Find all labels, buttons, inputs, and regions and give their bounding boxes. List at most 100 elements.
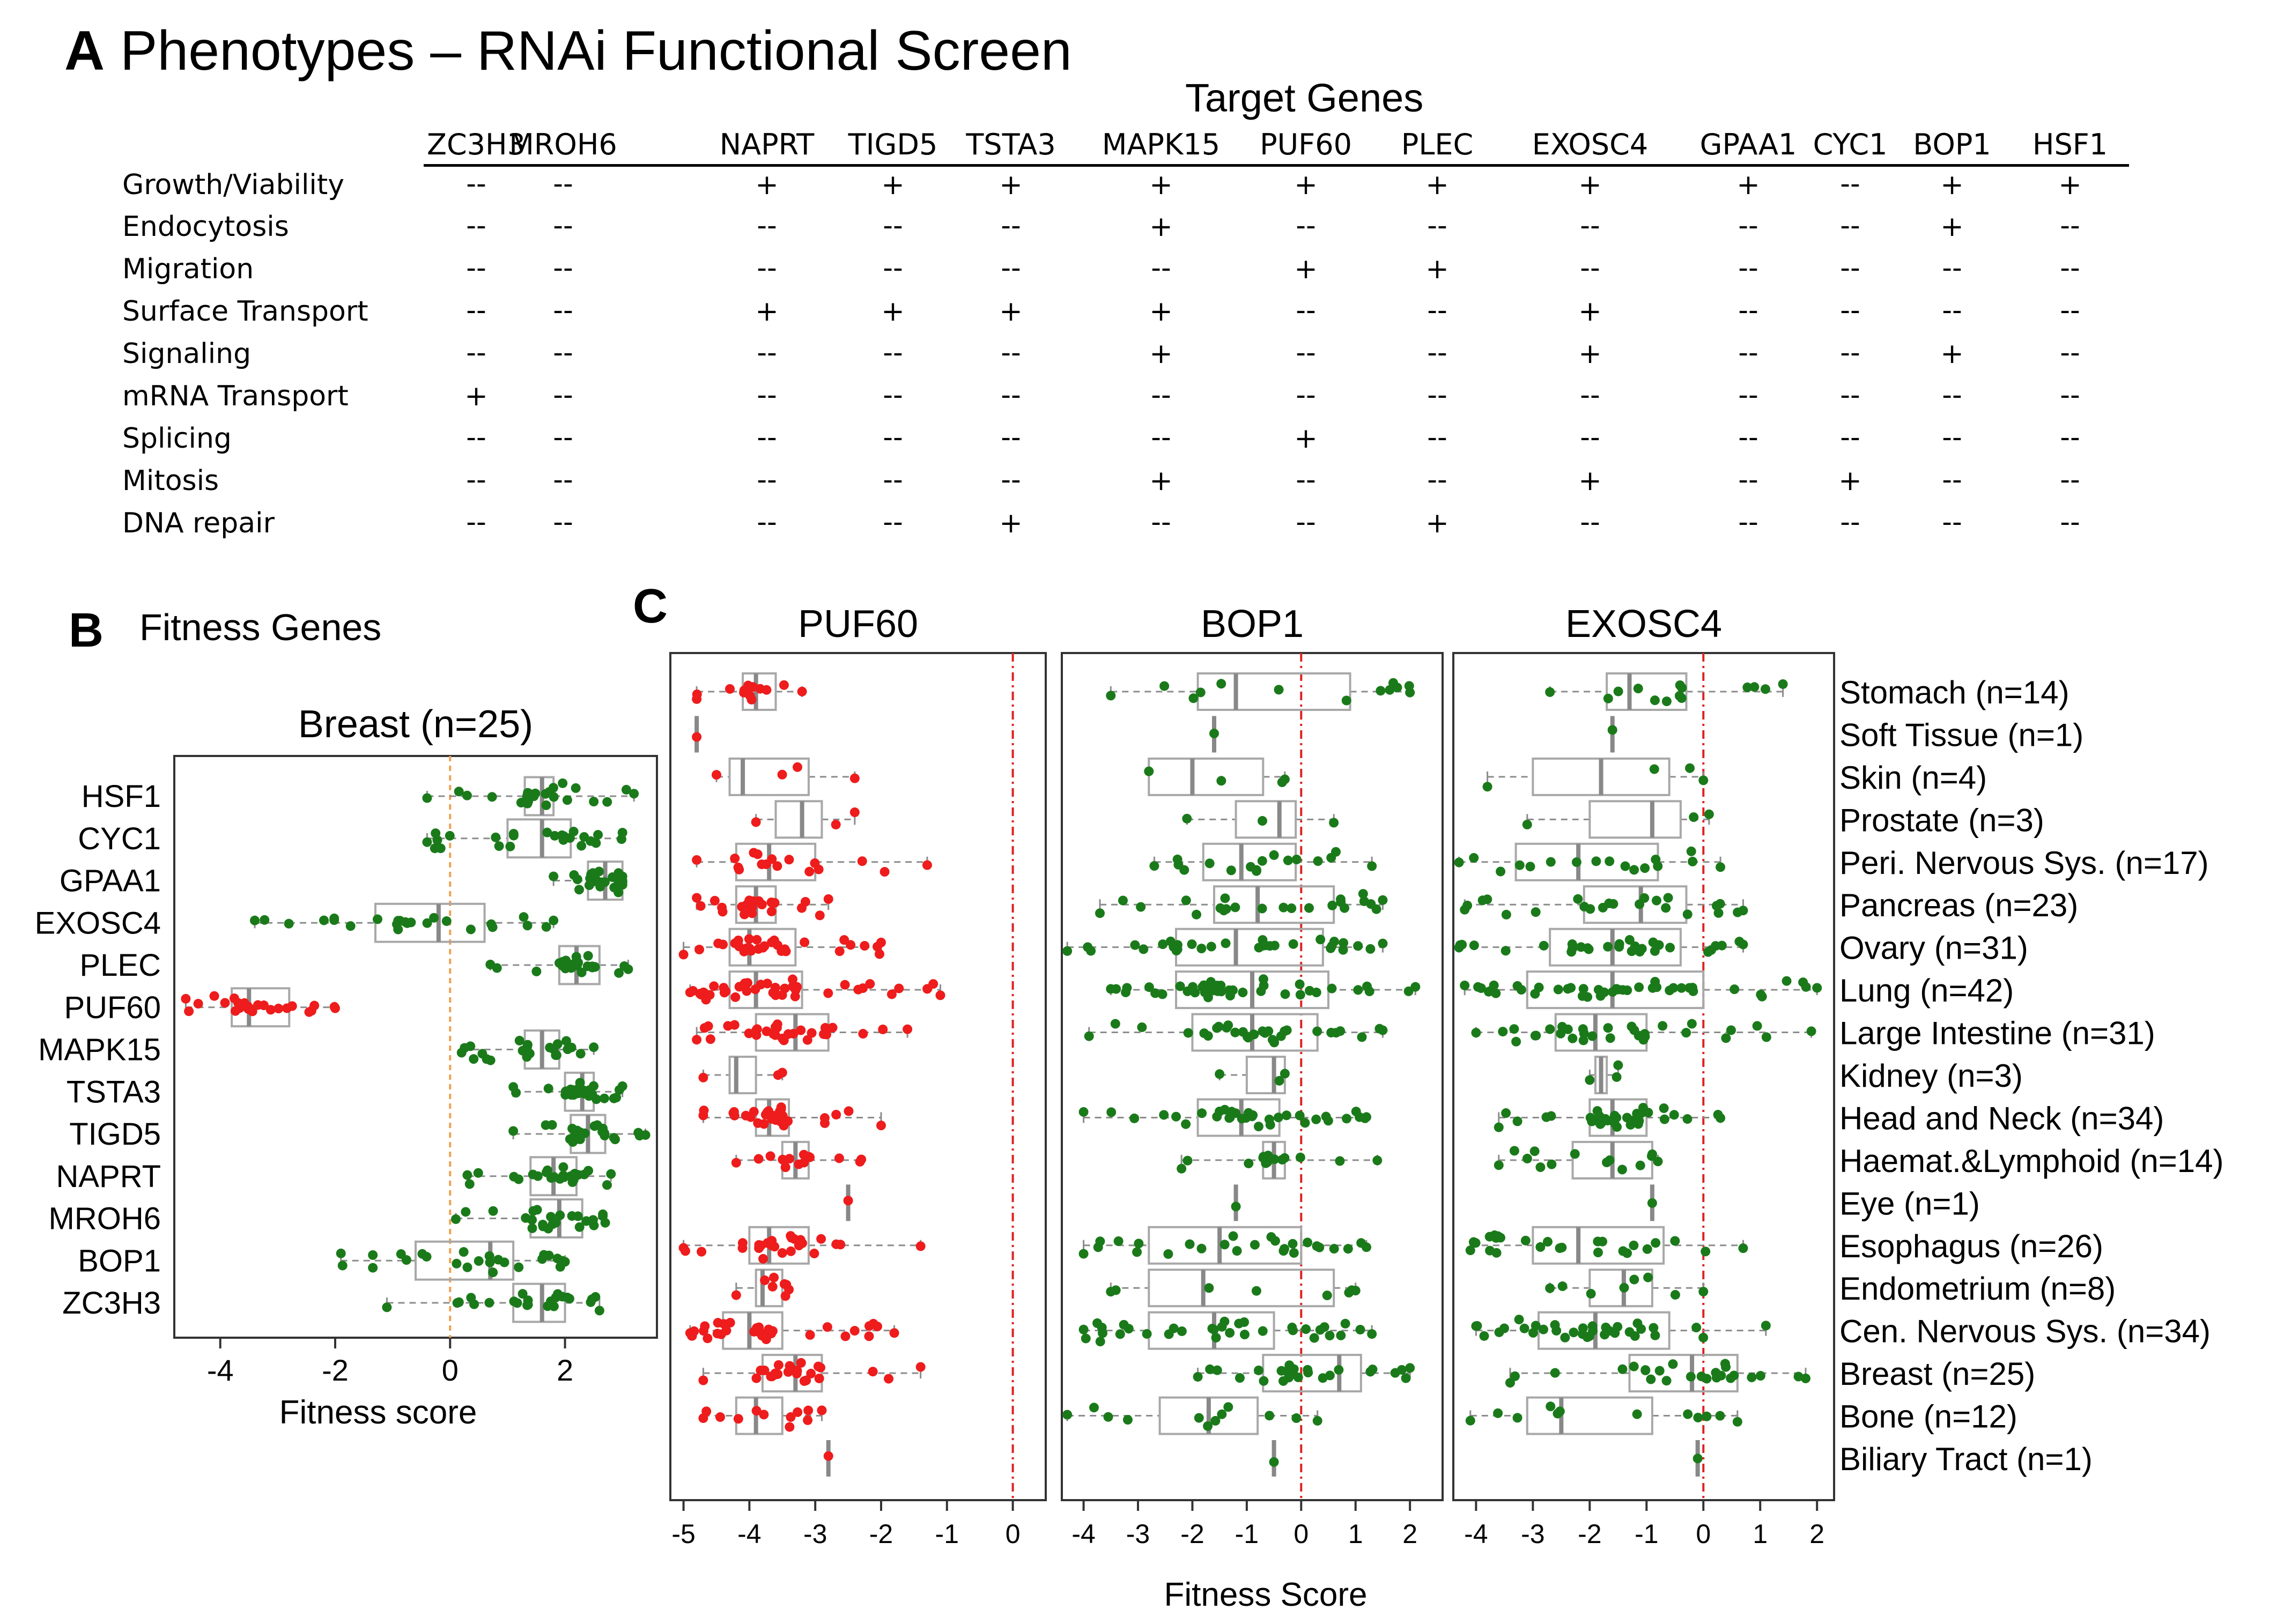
phenotype-cell: -- (1427, 210, 1447, 242)
data-point (1551, 1325, 1562, 1336)
data-point (695, 989, 705, 999)
data-point (1277, 777, 1287, 788)
data-point (452, 1258, 462, 1269)
box (1202, 842, 1297, 881)
data-point (1568, 1033, 1578, 1043)
data-point (1220, 1316, 1230, 1326)
data-point (1295, 1152, 1305, 1162)
data-point (1284, 1360, 1295, 1370)
data-point (889, 1328, 899, 1338)
data-point (1130, 940, 1140, 950)
data-point (771, 1115, 781, 1125)
data-point (1630, 1331, 1640, 1341)
data-point (772, 861, 782, 871)
phenotype-cell: -- (1151, 506, 1171, 538)
data-point (541, 1120, 551, 1130)
data-point (1267, 1035, 1277, 1045)
data-point (551, 1050, 561, 1061)
data-point (1509, 1024, 1519, 1034)
data-point (1688, 856, 1698, 866)
data-point (1692, 1454, 1703, 1464)
data-point (1220, 893, 1230, 903)
data-point (1721, 1033, 1731, 1043)
phenotype-cell: -- (1738, 379, 1758, 411)
gene-header-tigd5: TIGD5 (848, 128, 938, 161)
data-point (559, 831, 569, 841)
data-point (1273, 1113, 1283, 1123)
data-point (1288, 939, 1298, 949)
phenotype-cell: -- (1427, 379, 1447, 411)
data-point (823, 894, 833, 904)
box (1537, 1311, 1671, 1350)
data-point (1520, 1235, 1531, 1245)
phenotype-cell: + (999, 169, 1023, 201)
data-point (560, 963, 571, 974)
data-point (858, 1029, 868, 1039)
data-point (703, 1021, 713, 1031)
data-point (577, 841, 587, 851)
data-point (543, 1084, 553, 1094)
data-point (770, 1242, 780, 1252)
phenotype-cell: -- (466, 210, 486, 242)
data-point (563, 1044, 573, 1055)
phenotype-cell: -- (1840, 421, 1860, 454)
data-point (1269, 940, 1280, 951)
phenotype-cell: + (1578, 338, 1602, 370)
data-point (1199, 980, 1209, 990)
data-point (785, 1422, 795, 1432)
data-point (1686, 846, 1696, 856)
panel-c-x-axis-title: Fitness Score (1164, 1576, 1367, 1613)
data-point (1726, 1373, 1736, 1383)
data-point (751, 1406, 762, 1416)
data-point (1401, 1373, 1411, 1383)
data-point (1726, 1025, 1736, 1035)
data-point (1276, 1366, 1287, 1376)
data-point (1150, 988, 1161, 998)
data-point (1374, 1024, 1385, 1034)
data-point (786, 1412, 796, 1422)
data-point (465, 924, 476, 935)
phenotype-cell: -- (2060, 464, 2080, 496)
data-point (1124, 1324, 1134, 1334)
data-point (1209, 729, 1219, 739)
data-point (508, 1126, 519, 1136)
data-point (1675, 680, 1685, 691)
data-point (589, 797, 599, 807)
data-point (1259, 1376, 1269, 1386)
data-point (1405, 1363, 1415, 1373)
data-point (696, 901, 706, 911)
data-point (1329, 1244, 1339, 1254)
data-point (406, 917, 416, 928)
data-point (1514, 860, 1525, 870)
data-point (1635, 899, 1645, 909)
data-point (1367, 861, 1377, 871)
data-point (1493, 1408, 1503, 1418)
data-point (840, 980, 850, 990)
data-point (1468, 1237, 1479, 1247)
data-point (1270, 1236, 1280, 1246)
phenotype-cell: -- (1840, 252, 1860, 284)
data-point (1676, 983, 1687, 993)
data-point (1312, 1241, 1322, 1251)
x-tick-label: -2 (1180, 1519, 1204, 1549)
phenotype-cell: -- (757, 210, 777, 242)
data-point (1579, 1028, 1589, 1039)
data-point (1499, 1323, 1509, 1333)
data-point (1311, 988, 1321, 998)
data-point (1720, 1359, 1730, 1369)
x-tick-label: -2 (869, 1519, 893, 1549)
data-point (874, 949, 884, 959)
data-point (793, 1407, 803, 1417)
data-point (692, 893, 702, 903)
data-point (469, 1054, 479, 1064)
data-point (445, 830, 455, 841)
phenotype-cell: -- (1738, 337, 1758, 369)
phenotype-cell: + (1294, 169, 1318, 201)
data-point (1353, 941, 1363, 951)
phenotype-row-label: Surface Transport (122, 295, 368, 328)
phenotype-cell: -- (553, 252, 573, 284)
gene-label: ZC3H3 (62, 1286, 161, 1321)
panel-title: PUF60 (798, 603, 918, 646)
data-point (876, 1121, 886, 1131)
phenotype-cell: -- (1427, 337, 1447, 369)
